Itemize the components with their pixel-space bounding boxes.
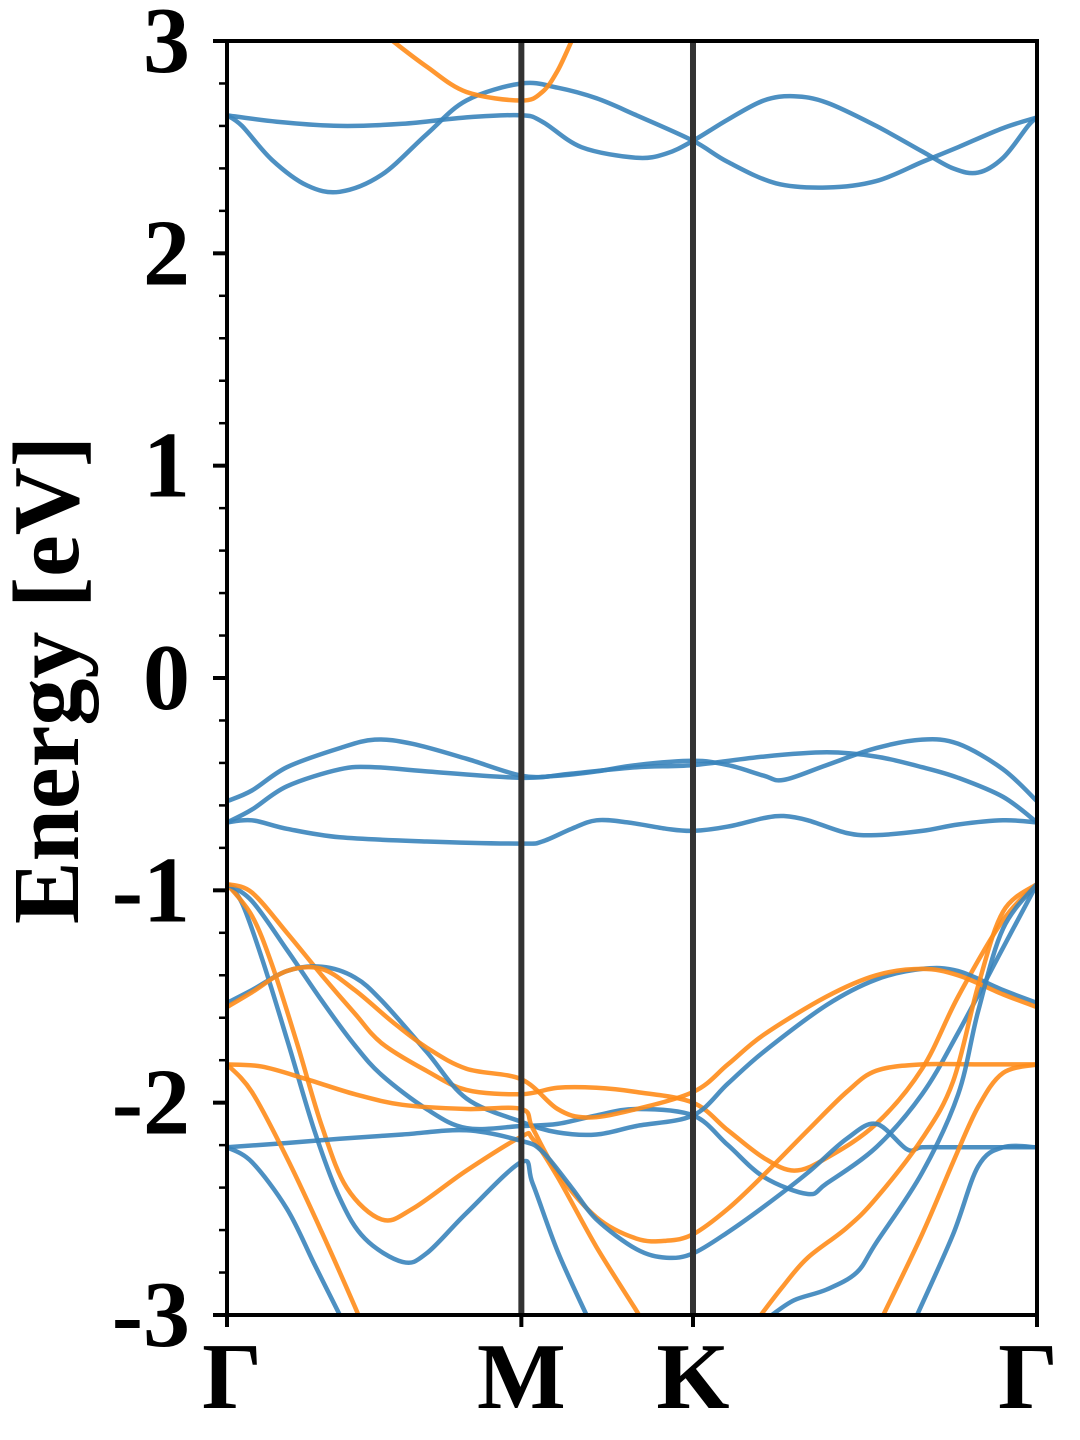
- band-line-7: [227, 881, 642, 1315]
- bands-layer: [227, 41, 1037, 1315]
- band-line-19: [914, 1143, 1037, 1315]
- band-line-18: [881, 1062, 1037, 1315]
- band-line-5: [227, 813, 1037, 846]
- band-line-16: [758, 881, 1037, 1315]
- x-tick-label: Γ: [998, 1325, 1058, 1429]
- band-line-4: [227, 750, 1037, 825]
- y-tick-label: -2: [112, 1051, 190, 1155]
- y-tick-label: 2: [143, 201, 190, 305]
- band-line-6: [227, 881, 589, 1315]
- band-line-17: [769, 881, 1037, 1315]
- x-tick-label: K: [656, 1325, 729, 1429]
- y-axis-label: Energy [eV]: [0, 436, 99, 924]
- y-tick-label: -1: [112, 838, 190, 942]
- x-tick-label: Γ: [202, 1325, 262, 1429]
- x-tick-label: M: [477, 1325, 566, 1429]
- band-line-3: [227, 737, 1037, 804]
- band-line-15: [227, 1062, 361, 1315]
- band-line-0: [227, 93, 1037, 176]
- band-line-1: [227, 80, 1037, 195]
- band-line-9: [227, 881, 1037, 1173]
- band-line-14: [227, 1145, 343, 1315]
- y-tick-label: 1: [143, 414, 190, 518]
- band-line-11: [227, 964, 1037, 1120]
- y-tick-label: 3: [143, 0, 190, 93]
- plot-frame: [225, 39, 1039, 1317]
- band-line-13: [227, 1121, 1037, 1261]
- y-ticks: -3 -2 -1 0 1 2 3: [112, 0, 227, 1367]
- band-line-12: [227, 1061, 1037, 1244]
- kpath-lines: [518, 41, 696, 1315]
- y-tick-label: -3: [112, 1263, 190, 1367]
- y-tick-label: 0: [143, 626, 190, 730]
- axes: [225, 39, 1039, 1317]
